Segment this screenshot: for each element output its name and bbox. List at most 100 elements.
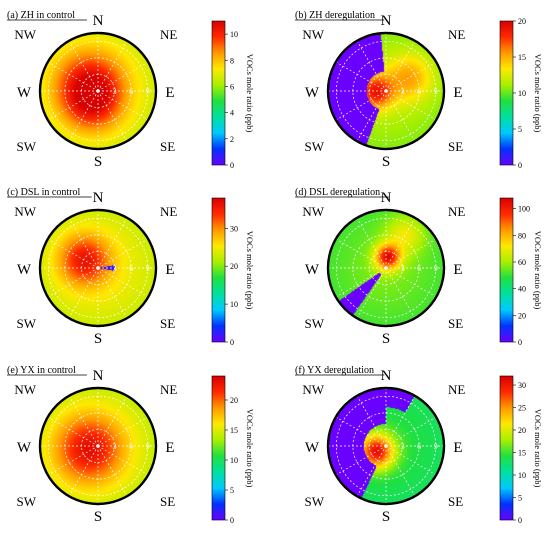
colorbar-label: VOCs mole ratio (ppb) bbox=[533, 54, 543, 133]
grid-ring bbox=[335, 40, 437, 142]
polar-outline bbox=[38, 208, 158, 328]
colorbar-tick-label: 2 bbox=[230, 135, 234, 144]
grid-ring bbox=[81, 429, 115, 463]
colorbar-label: VOCs mole ratio (ppb) bbox=[533, 231, 543, 310]
grid-spoke bbox=[385, 61, 437, 92]
colorbar-tick-label: 0 bbox=[518, 516, 522, 525]
grid-spoke bbox=[356, 267, 387, 319]
grid-spoke bbox=[47, 61, 99, 92]
grid-ring bbox=[47, 217, 149, 319]
compass-label-se: SE bbox=[448, 139, 463, 154]
compass-label-se: SE bbox=[448, 494, 463, 509]
polar-outline bbox=[38, 31, 158, 151]
grid-spoke bbox=[97, 40, 128, 92]
compass-label-ne: NE bbox=[160, 204, 177, 219]
compass-label-w: W bbox=[17, 262, 32, 278]
colorbar-tick-label: 30 bbox=[230, 224, 238, 233]
grid-ring bbox=[64, 57, 132, 125]
radial-tick-label: 3 bbox=[401, 264, 405, 273]
compass-label-nw: NW bbox=[302, 27, 324, 42]
colorbar-tick-label: 10 bbox=[230, 456, 238, 465]
colorbar-tick-label: 10 bbox=[518, 89, 526, 98]
compass-label-nw: NW bbox=[302, 204, 324, 219]
compass-label-sw: SW bbox=[305, 139, 325, 154]
compass-label-e: E bbox=[165, 262, 174, 278]
grid-spoke bbox=[356, 90, 387, 142]
colorbar-tick-label: 20 bbox=[518, 426, 526, 435]
compass-label-ne: NE bbox=[448, 204, 465, 219]
compass-label-e: E bbox=[453, 262, 462, 278]
compass-label-sw: SW bbox=[17, 316, 37, 331]
grid-spoke bbox=[97, 217, 128, 269]
grid-spoke bbox=[335, 416, 387, 447]
compass-label-s: S bbox=[94, 509, 102, 525]
panel-label: (c) DSL in control bbox=[7, 187, 80, 198]
radial-tick-label: 9 bbox=[146, 264, 150, 273]
grid-spoke bbox=[335, 90, 387, 121]
colorbar bbox=[211, 20, 226, 166]
grid-ring bbox=[335, 395, 437, 497]
polar-outline bbox=[38, 386, 158, 506]
radial-tick-label: 3 bbox=[401, 87, 405, 96]
compass-label-w: W bbox=[17, 85, 32, 101]
grid-spoke bbox=[385, 40, 416, 92]
compass-label-se: SE bbox=[160, 139, 175, 154]
panel-label: (f) YX deregulation bbox=[295, 365, 374, 376]
grid-ring bbox=[47, 395, 149, 497]
colorbar-tick-label: 0 bbox=[230, 338, 234, 347]
panel-label: (b) ZH deregulation bbox=[295, 10, 375, 21]
compass-label-n: N bbox=[93, 190, 104, 206]
colorbar-tick-label: 0 bbox=[518, 338, 522, 347]
grid-spoke bbox=[97, 445, 149, 476]
grid-spoke bbox=[97, 267, 149, 298]
grid-ring bbox=[369, 74, 403, 108]
colorbar-label: VOCs mole ratio (ppb) bbox=[533, 409, 543, 488]
grid-spoke bbox=[97, 267, 128, 319]
panel-label: (e) YX in control bbox=[7, 365, 76, 376]
colorbar-tick-label: 25 bbox=[518, 404, 526, 413]
colorbar bbox=[499, 197, 514, 343]
grid-spoke bbox=[68, 267, 99, 319]
compass-label-s: S bbox=[382, 509, 390, 525]
grid-spoke bbox=[356, 217, 387, 269]
polar-outline bbox=[326, 31, 446, 151]
compass-label-w: W bbox=[305, 440, 320, 456]
grid-ring bbox=[64, 234, 132, 302]
grid-spoke bbox=[385, 445, 437, 476]
grid-spoke bbox=[385, 90, 416, 142]
radial-tick-label: 6 bbox=[417, 87, 421, 96]
grid-spoke bbox=[47, 90, 99, 121]
compass-label-w: W bbox=[17, 440, 32, 456]
radial-tick-label: 6 bbox=[129, 264, 133, 273]
panel-label: (a) ZH in control bbox=[7, 10, 75, 21]
compass-label-w: W bbox=[305, 262, 320, 278]
colorbar-tick-label: 40 bbox=[518, 285, 526, 294]
colorbar-tick-label: 10 bbox=[518, 471, 526, 480]
grid-spoke bbox=[356, 40, 387, 92]
grid-spoke bbox=[385, 238, 437, 269]
radial-tick-label: 9 bbox=[434, 264, 438, 273]
polar-outline bbox=[326, 386, 446, 506]
compass-label-e: E bbox=[165, 85, 174, 101]
compass-label-nw: NW bbox=[14, 382, 36, 397]
grid-ring bbox=[335, 217, 437, 319]
colorbar-tick-label: 10 bbox=[230, 300, 238, 309]
grid-spoke bbox=[385, 267, 437, 298]
grid-spoke bbox=[97, 445, 128, 497]
radial-tick-label: 9 bbox=[434, 87, 438, 96]
grid-spoke bbox=[97, 61, 149, 92]
grid-ring bbox=[369, 251, 403, 285]
grid-spoke bbox=[335, 238, 387, 269]
colorbar-tick-label: 6 bbox=[230, 82, 234, 91]
compass-label-w: W bbox=[305, 85, 320, 101]
colorbar-tick-label: 0 bbox=[230, 161, 234, 170]
compass-label-nw: NW bbox=[302, 382, 324, 397]
compass-label-s: S bbox=[94, 154, 102, 170]
grid-spoke bbox=[356, 395, 387, 447]
radial-tick-label: 6 bbox=[417, 442, 421, 451]
